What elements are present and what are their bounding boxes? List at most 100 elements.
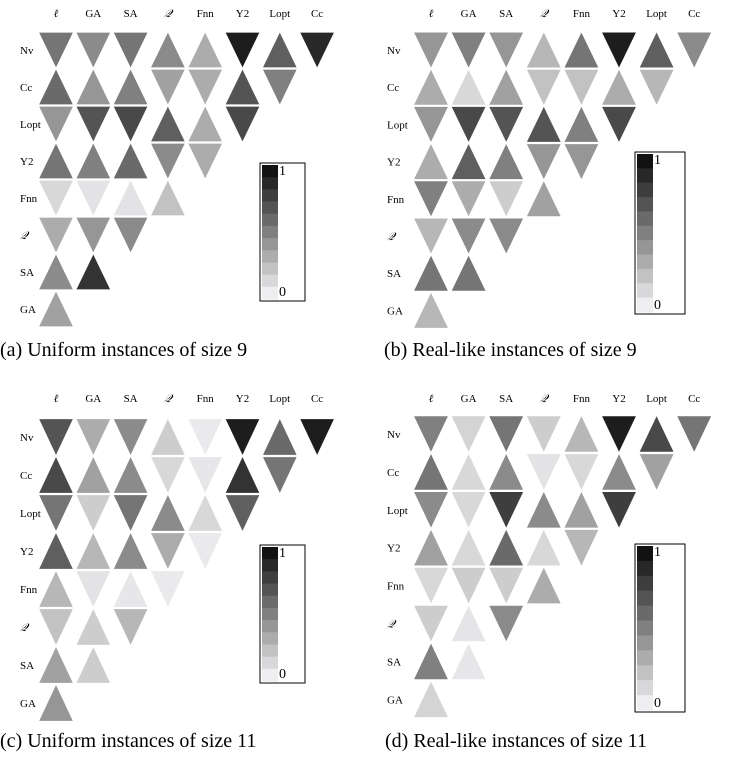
colorbar-segment xyxy=(262,656,278,670)
heatmap-cell xyxy=(414,605,448,642)
colorbar-segment xyxy=(637,240,653,256)
heatmap-cell xyxy=(564,416,599,452)
row-label: Y2 xyxy=(387,543,400,555)
colorbar-max-label: 1 xyxy=(279,546,286,561)
heatmap-cell xyxy=(526,144,561,180)
colorbar-segment xyxy=(262,250,278,263)
heatmap-cell xyxy=(602,416,636,452)
row-label: 𝒬 xyxy=(387,231,397,243)
heatmap-cell xyxy=(76,533,111,569)
heatmap-cell xyxy=(639,454,674,490)
row-label: Nv xyxy=(20,45,34,57)
heatmap-cell xyxy=(76,69,111,105)
heatmap-cell xyxy=(39,254,73,290)
heatmap-cell xyxy=(489,144,524,180)
heatmap-cell xyxy=(526,181,561,217)
row-label: Cc xyxy=(387,82,399,94)
chart-caption: (b) Real-like instances of size 9 xyxy=(384,339,637,361)
column-label: SA xyxy=(124,393,138,405)
column-label: Cc xyxy=(688,8,700,20)
heatmap-cell xyxy=(489,181,524,217)
heatmap-cell xyxy=(489,529,524,566)
heatmap-cell xyxy=(526,416,561,452)
column-label: Lopt xyxy=(646,393,667,405)
column-label: Fnn xyxy=(197,393,215,405)
heatmap-cell xyxy=(76,571,111,607)
heatmap-cell xyxy=(39,143,73,179)
chart-caption: (d) Real-like instances of size 11 xyxy=(385,730,647,752)
heatmap-cell xyxy=(39,533,73,569)
colorbar-segment xyxy=(262,571,278,585)
column-label: Cc xyxy=(311,393,323,405)
column-label: Lopt xyxy=(646,8,667,20)
heatmap-cell xyxy=(489,106,524,142)
heatmap-cell xyxy=(113,180,148,216)
heatmap-cell xyxy=(39,32,73,68)
heatmap-cell xyxy=(113,143,148,179)
heatmap-cell xyxy=(451,643,486,680)
heatmap-cell xyxy=(489,605,524,642)
colorbar-segment xyxy=(637,168,653,184)
colorbar-segment xyxy=(262,595,278,609)
heatmap-cell xyxy=(188,69,222,105)
heatmap-cell xyxy=(188,143,222,179)
row-label: Fnn xyxy=(387,194,405,206)
heatmap-cell xyxy=(489,454,524,490)
colorbar-min-label: 0 xyxy=(279,285,286,300)
colorbar-segment xyxy=(262,668,278,682)
heatmap-cell xyxy=(414,32,448,68)
chart-caption: (a) Uniform instances of size 9 xyxy=(0,339,248,361)
heatmap-cell xyxy=(39,609,73,645)
heatmap-cell xyxy=(39,647,73,683)
heatmap-cell xyxy=(113,106,148,142)
heatmap-cell xyxy=(76,495,111,531)
row-label: SA xyxy=(20,267,34,279)
heatmap-cell xyxy=(113,495,148,531)
column-label: 𝒬 xyxy=(540,8,550,20)
heatmap-cell xyxy=(414,181,448,217)
column-label: Lopt xyxy=(269,8,290,20)
heatmap-cell xyxy=(151,533,185,569)
heatmap-cell xyxy=(639,416,674,452)
heatmap-cell xyxy=(39,106,73,142)
heatmap-cell xyxy=(602,106,636,142)
colorbar-segment xyxy=(262,620,278,633)
row-label: 𝒬 xyxy=(20,230,30,242)
colorbar-segment xyxy=(637,182,653,198)
heatmap-cell xyxy=(489,416,524,452)
heatmap-cell xyxy=(188,106,222,142)
heatmap-cell xyxy=(39,495,73,531)
heatmap-cell xyxy=(564,492,599,528)
colorbar: 10 xyxy=(259,544,306,684)
column-label: Fnn xyxy=(197,8,215,20)
heatmap-cell xyxy=(489,32,524,68)
heatmap-cell xyxy=(113,533,148,569)
colorbar-segment xyxy=(262,632,278,645)
row-label: Y2 xyxy=(387,157,400,169)
heatmap-cell xyxy=(564,69,599,105)
heatmap-cell xyxy=(76,32,111,68)
heatmap-cell xyxy=(451,255,486,291)
row-label: Fnn xyxy=(20,584,38,596)
colorbar-segment xyxy=(637,695,653,711)
heatmap-cell xyxy=(414,643,448,680)
column-label: Fnn xyxy=(573,393,591,405)
heatmap-cell xyxy=(151,571,185,607)
chart-panel-d: ℓ GA SA 𝒬 Fnn Y2 Lopt Cc Nv Cc Lopt Y2 Fnn 𝒬 SA GA 1 0 (d… xyxy=(377,382,749,762)
heatmap-cell xyxy=(263,419,297,455)
heatmap-cell xyxy=(151,69,185,105)
heatmap-cell xyxy=(451,605,486,642)
heatmap-cell xyxy=(151,180,185,216)
heatmap-cell xyxy=(451,218,486,254)
column-label: ℓ xyxy=(429,8,434,20)
colorbar-segment xyxy=(262,177,278,190)
heatmap-cell xyxy=(451,181,486,217)
heatmap-cell xyxy=(489,567,524,604)
heatmap-cell xyxy=(113,69,148,105)
column-label: GA xyxy=(85,8,101,20)
colorbar-segment xyxy=(637,268,653,284)
row-label: Nv xyxy=(387,429,401,441)
row-label: Fnn xyxy=(20,193,38,205)
colorbar-segment xyxy=(262,274,278,288)
